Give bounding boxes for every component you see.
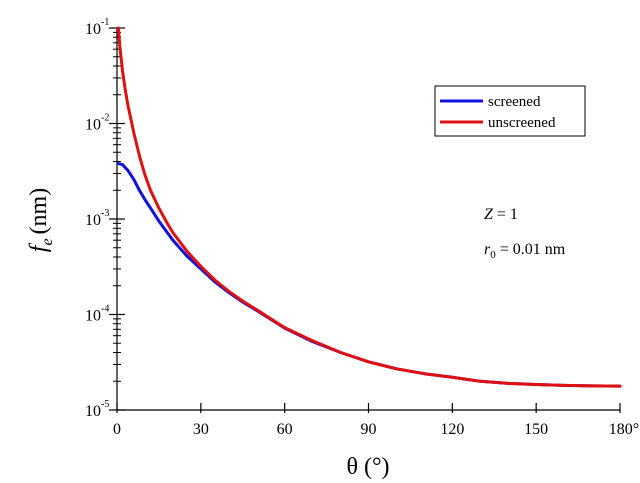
y-tick-label: 10-5	[85, 399, 109, 420]
y-ticks: 10-510-410-310-210-1	[85, 17, 125, 420]
annotation-z-symbol: Z	[484, 206, 494, 223]
annotation: Z = 1 r0 = 0.01 nm	[484, 206, 566, 261]
y-tick-label-base: 10	[85, 117, 101, 134]
series-line-screened	[116, 162, 622, 388]
y-axis-title-subscript: e	[39, 238, 56, 245]
y-tick-label: 10-4	[85, 304, 109, 325]
x-tick-label: 0	[113, 421, 121, 438]
annotation-r0: r0 = 0.01 nm	[484, 241, 566, 261]
y-tick-label-exponent: -2	[101, 113, 109, 124]
y-tick-label-base: 10	[85, 21, 101, 38]
legend-label-unscreened: unscreened	[488, 115, 556, 131]
y-axis-title: fe (nm)	[26, 188, 56, 252]
annotation-z-value: = 1	[493, 206, 518, 223]
annotation-z: Z = 1	[484, 206, 518, 223]
annotation-r0-symbol: r	[484, 241, 491, 258]
x-tick-label: 90	[361, 421, 377, 438]
x-tick-label: 30	[193, 421, 209, 438]
y-tick-label-exponent: -5	[101, 399, 109, 410]
annotation-r0-subscript: 0	[490, 249, 496, 261]
y-axis-title-symbol: f	[26, 242, 52, 252]
legend-box	[434, 85, 586, 137]
x-ticks: 0 30 60 90 120 150 180°	[113, 403, 639, 438]
x-tick-label: 150	[524, 421, 548, 438]
series-group	[116, 26, 622, 388]
legend: screened unscreened	[434, 85, 586, 137]
plot-area: 0 30 60 90 120 150 180° 10-510-410-310-210-1	[85, 17, 639, 438]
y-tick-label: 10-1	[85, 17, 109, 38]
y-tick-label-base: 10	[85, 403, 101, 420]
series-line-unscreened	[116, 26, 622, 388]
x-tick-label: 180°	[609, 421, 639, 438]
annotation-r0-value: = 0.01 nm	[496, 241, 566, 258]
y-tick-label: 10-2	[85, 113, 109, 134]
y-axis-title-unit: (nm)	[26, 188, 52, 235]
legend-label-screened: screened	[488, 94, 541, 110]
y-tick-label-exponent: -3	[101, 208, 109, 219]
y-tick-label-base: 10	[85, 212, 101, 229]
x-tick-label: 120	[440, 421, 464, 438]
x-tick-label: 60	[277, 421, 293, 438]
y-tick-label-base: 10	[85, 308, 101, 325]
y-tick-label: 10-3	[85, 208, 109, 229]
x-axis-title: θ (°)	[346, 454, 389, 480]
y-tick-label-exponent: -4	[101, 304, 109, 315]
y-tick-label-exponent: -1	[101, 17, 109, 28]
